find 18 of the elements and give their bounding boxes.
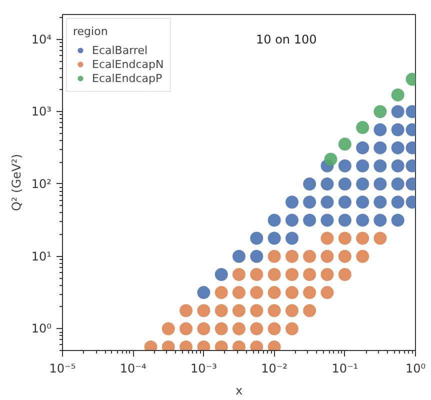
- text: 10 on 100: [256, 32, 317, 46]
- x-tick-label: 10⁻⁴: [120, 362, 146, 376]
- y-tick-label: 10¹: [31, 249, 52, 264]
- x-axis-title: x: [235, 384, 243, 398]
- x-tick-label: 10⁰: [405, 362, 426, 376]
- legend-label: EcalBarrel: [92, 44, 148, 56]
- y-tick-label: 10⁴: [31, 32, 52, 46]
- legend-label: EcalEndcapN: [92, 58, 164, 70]
- y-tick-label: 10⁰: [31, 322, 52, 336]
- y-axis-title: Q² (GeV²): [9, 154, 24, 212]
- y-tick-label: 10³: [31, 104, 52, 119]
- x-tick-label: 10⁻⁵: [49, 362, 76, 376]
- legend-label: EcalEndcapP: [92, 72, 162, 84]
- x-tick-label: 10⁻³: [190, 362, 218, 376]
- x-tick-label: 10⁻¹: [332, 362, 358, 376]
- legend-title: region: [73, 25, 109, 38]
- y-tick-label: 10²: [31, 177, 52, 191]
- x-tick-label: 10⁻²: [261, 362, 288, 376]
